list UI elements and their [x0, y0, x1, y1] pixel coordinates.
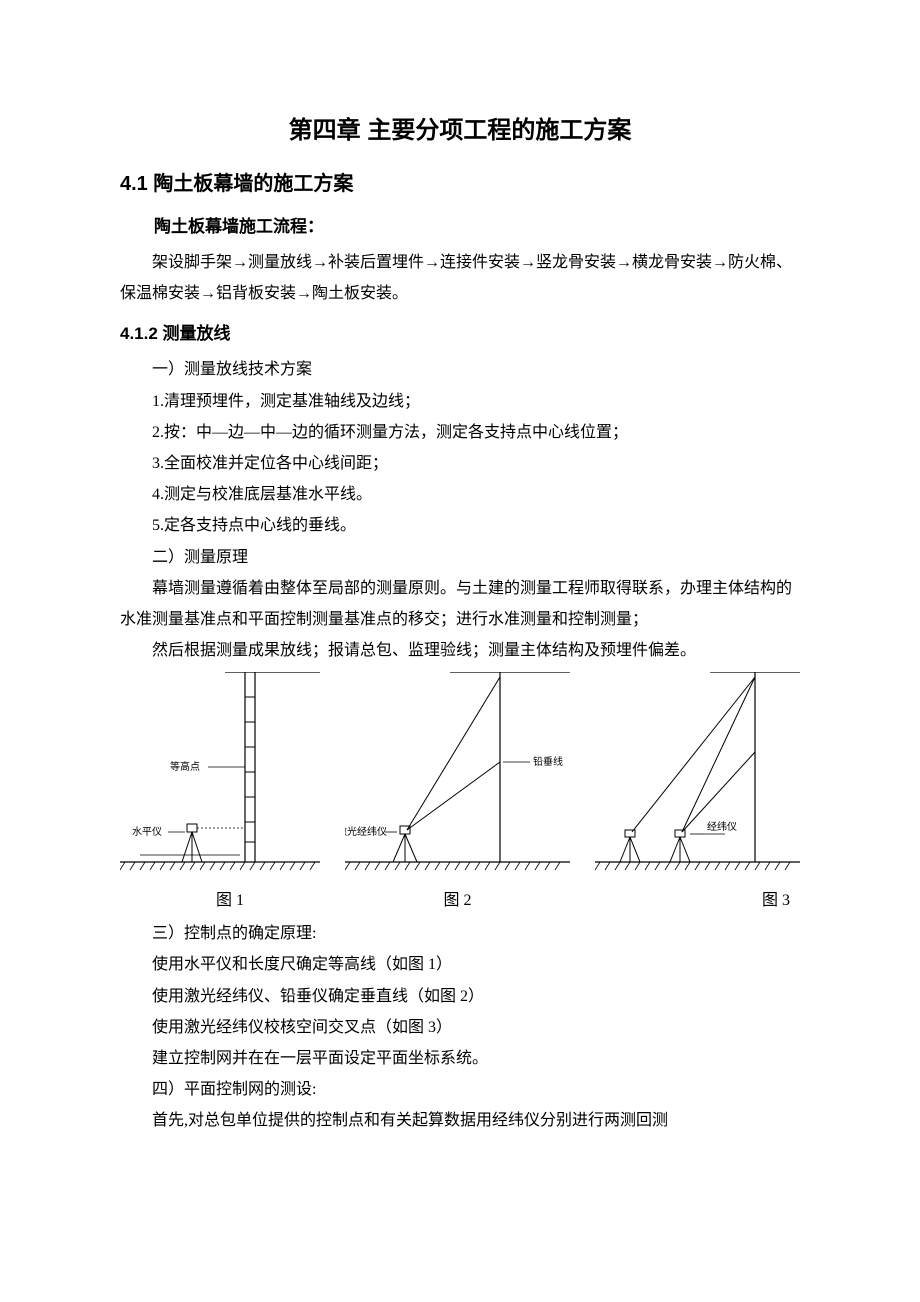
section-4-1-title: 4.1 陶土板幕墙的施工方案	[120, 167, 800, 196]
para-2b: 然后根据测量成果放线；报请总包、监理验线；测量主体结构及预埋件偏差。	[120, 635, 800, 666]
fig3-caption: 图 3	[585, 886, 800, 910]
fig2-label-top: 铅垂线	[533, 755, 563, 768]
figure-1: 等高点 水平仪	[120, 672, 320, 882]
item-1-3: 3.全面校准并定位各中心线间距；	[120, 448, 800, 479]
item-3-3: 使用激光经纬仪校核空间交叉点（如图 3）	[120, 1012, 800, 1043]
item-3: 三）控制点的确定原理:	[120, 918, 800, 949]
item-1-4: 4.测定与校准底层基准水平线。	[120, 479, 800, 510]
item-3-2: 使用激光经纬仪、铅垂仪确定垂直线（如图 2）	[120, 981, 800, 1012]
document-page: 第四章 主要分项工程的施工方案 4.1 陶土板幕墙的施工方案 陶土板幕墙施工流程…	[0, 0, 920, 1197]
flow-heading: 陶土板幕墙施工流程：	[120, 212, 800, 237]
item-1-1: 1.清理预埋件，测定基准轴线及边线；	[120, 386, 800, 417]
fig2-label-bottom: 激光经纬仪	[345, 825, 387, 838]
item-1-2: 2.按：中—边—中—边的循环测量方法，测定各支持点中心线位置；	[120, 417, 800, 448]
item-3-4: 建立控制网并在在一层平面设定平面坐标系统。	[120, 1043, 800, 1074]
fig3-label-bottom: 经纬仪	[707, 820, 737, 833]
fig1-caption: 图 1	[130, 886, 330, 910]
subsection-4-1-2-title: 4.1.2 测量放线	[120, 319, 800, 344]
item-1: 一）测量放线技术方案	[120, 354, 800, 385]
figure-captions: 图 1 图 2 图 3	[120, 886, 800, 910]
fig1-label-top: 等高点	[170, 760, 200, 773]
item-4: 四）平面控制网的测设:	[120, 1074, 800, 1105]
item-1-5: 5.定各支持点中心线的垂线。	[120, 510, 800, 541]
figure-2: 铅垂线 激光经纬仪	[345, 672, 570, 882]
figure-3: 经纬仪	[595, 672, 800, 882]
flow-text: 架设脚手架→测量放线→补装后置埋件→连接件安装→竖龙骨安装→横龙骨安装→防火棉、…	[120, 247, 800, 309]
para-4a: 首先,对总包单位提供的控制点和有关起算数据用经纬仪分别进行两测回测	[120, 1105, 800, 1136]
fig1-label-bottom: 水平仪	[132, 826, 162, 838]
fig2-caption: 图 2	[345, 886, 570, 910]
item-2: 二）测量原理	[120, 542, 800, 573]
chapter-title: 第四章 主要分项工程的施工方案	[120, 110, 800, 145]
item-3-1: 使用水平仪和长度尺确定等高线（如图 1）	[120, 949, 800, 980]
figures-row: 等高点 水平仪	[120, 672, 800, 882]
para-2a: 幕墙测量遵循着由整体至局部的测量原则。与土建的测量工程师取得联系，办理主体结构的…	[120, 573, 800, 635]
